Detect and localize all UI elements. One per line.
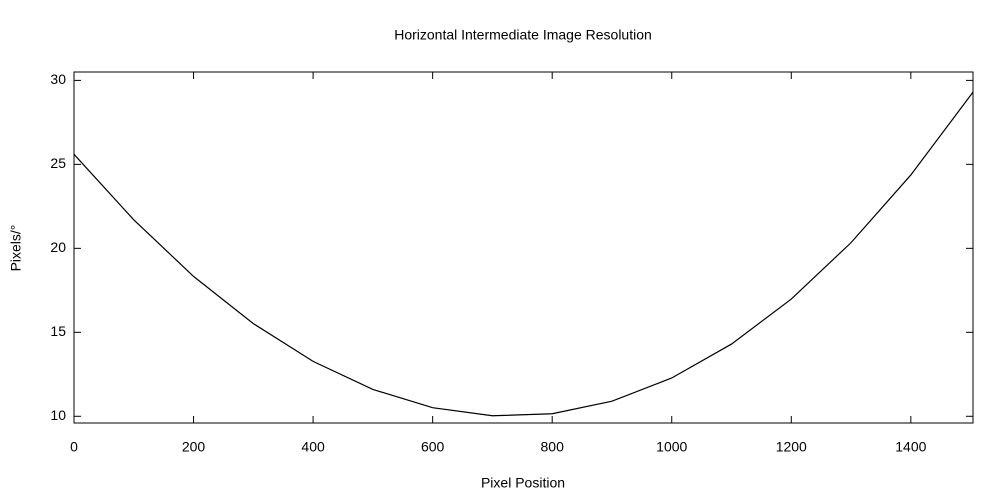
chart-title: Horizontal Intermediate Image Resolution: [394, 27, 652, 43]
line-series: [73, 91, 974, 417]
y-tick-label: 15: [50, 323, 66, 339]
x-tick-label: 1000: [656, 439, 687, 455]
y-axis-label: Pixels/°: [8, 225, 24, 272]
x-tick-label: 200: [182, 439, 206, 455]
x-tick-label: 600: [421, 439, 445, 455]
x-tick-label: 800: [541, 439, 565, 455]
x-tick-label: 1400: [895, 439, 926, 455]
y-tick-label: 30: [50, 71, 66, 87]
y-tick-label: 10: [50, 407, 66, 423]
x-tick-label: 400: [301, 439, 325, 455]
y-tick-label: 20: [50, 239, 66, 255]
plot-frame: [73, 71, 974, 424]
x-axis-label: Pixel Position: [481, 475, 565, 491]
x-tick-label: 0: [70, 439, 78, 455]
x-tick-label: 1200: [776, 439, 807, 455]
y-tick-label: 25: [50, 155, 66, 171]
